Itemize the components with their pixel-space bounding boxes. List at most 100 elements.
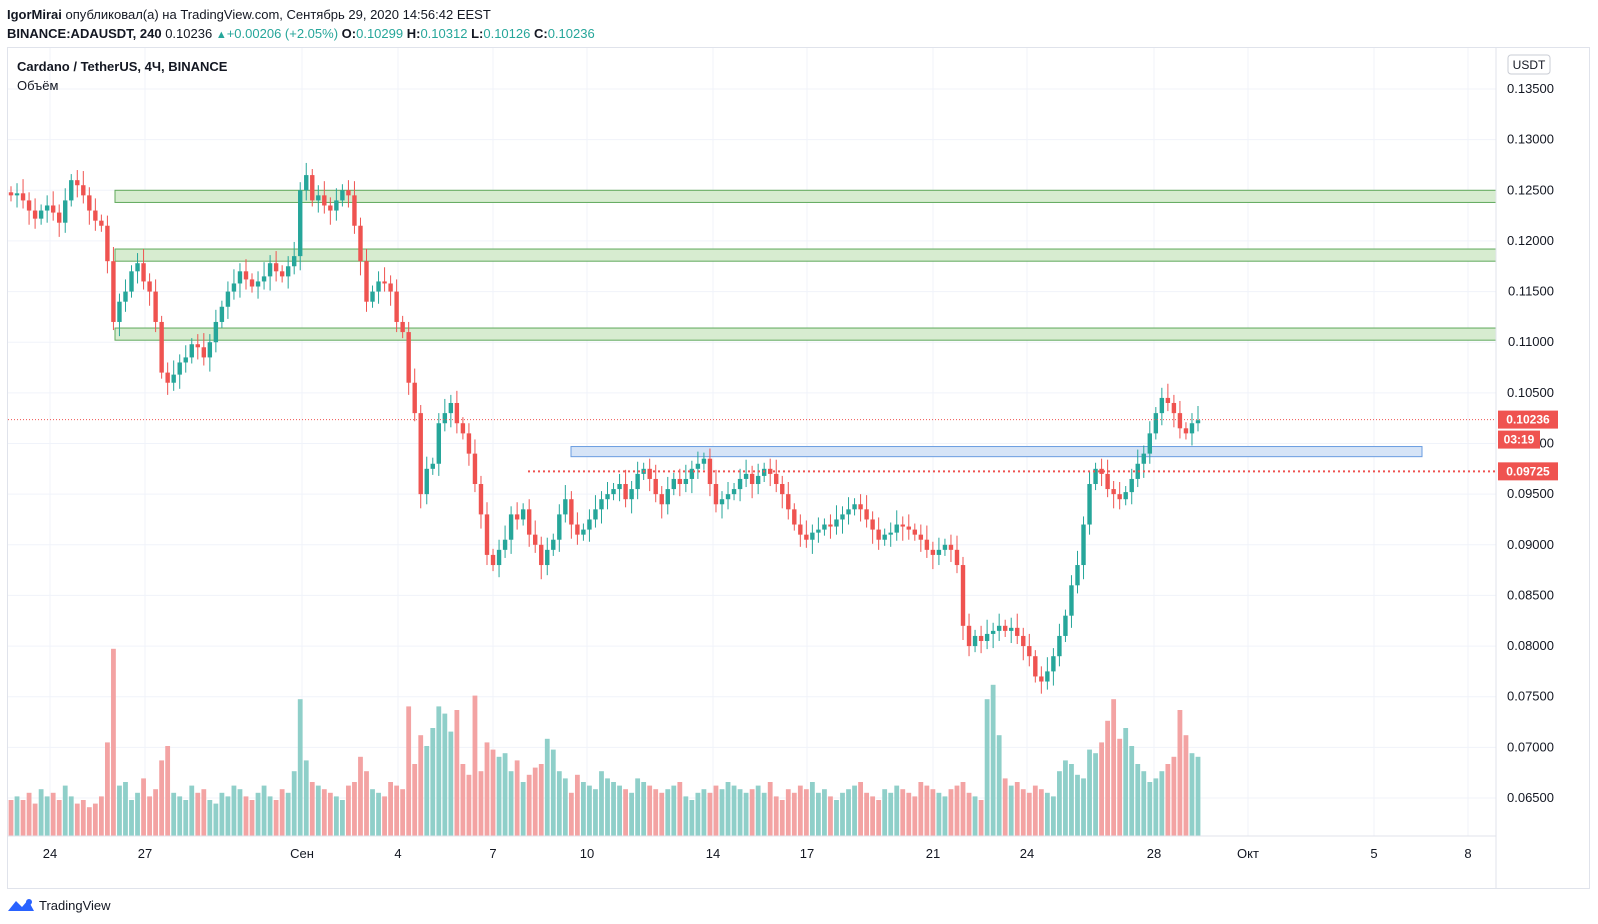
volume-bar [743, 792, 749, 836]
volume-bar [1020, 789, 1026, 836]
volume-bar [1105, 720, 1111, 836]
volume-bar [62, 785, 68, 836]
volume-bar [309, 782, 315, 836]
candle-body [44, 205, 50, 211]
volume-bar [1099, 742, 1104, 836]
volume-bar [677, 782, 683, 836]
candle-body [364, 261, 369, 302]
candle-body [984, 633, 990, 642]
candle-body [376, 281, 381, 292]
candle-body [249, 279, 255, 287]
volume-bar [713, 785, 719, 836]
volume-bar [960, 782, 966, 836]
y-tick-label: 0.06500 [1507, 790, 1554, 805]
volume-bar [424, 746, 430, 836]
candle-body [201, 347, 207, 358]
volume-bar [659, 792, 665, 836]
tradingview-logo[interactable]: TradingView [7, 897, 111, 913]
candle-body [370, 291, 375, 302]
volume-bar [56, 800, 62, 836]
candle-body [225, 291, 231, 307]
x-tick-label: 10 [580, 846, 594, 861]
price-chart[interactable]: 0.13500 0.13000 0.12500 0.12000 0.11500 0.110… [8, 48, 1589, 888]
y-tick-label: 0.13500 [1507, 81, 1554, 96]
candle-body [918, 534, 924, 540]
candle-body [346, 190, 351, 196]
candle-body [689, 468, 695, 479]
candle-body [1153, 413, 1159, 434]
candle-body [551, 539, 556, 550]
volume-bar [484, 742, 490, 836]
volume-bar [1026, 792, 1032, 836]
x-tick-label: 14 [706, 846, 720, 861]
candle-body [111, 261, 116, 322]
candle-body [298, 190, 303, 257]
candle-body [719, 499, 725, 505]
author-name[interactable]: IgorMirai [7, 7, 62, 22]
volume-bar [755, 785, 761, 836]
candle-body [930, 549, 936, 555]
volume-bar [1177, 710, 1183, 836]
volume-bar [231, 785, 237, 836]
volume-bar [581, 782, 586, 836]
volume-bar [629, 792, 635, 836]
volume-bar [966, 792, 972, 836]
volume-bar [237, 789, 243, 836]
candle-body [539, 544, 544, 566]
volume-bar [779, 800, 785, 836]
volume-bar [828, 796, 833, 836]
volume-bar [153, 789, 159, 836]
candle-body [195, 344, 200, 348]
candle-body [502, 539, 508, 550]
candle-body [575, 524, 580, 535]
candle-body [972, 635, 978, 647]
volume-bar [418, 735, 424, 836]
volume-bar [243, 796, 249, 836]
candle-body [1147, 433, 1152, 454]
volume-bar [1129, 746, 1135, 836]
candle-body [1177, 413, 1183, 429]
volume-bar [177, 796, 183, 836]
candle-body [792, 509, 797, 525]
candle-body [267, 263, 273, 277]
volume-bar [894, 785, 900, 836]
volume-bar [1183, 735, 1189, 836]
x-tick-label: 24 [43, 846, 57, 861]
volume-bar [388, 782, 393, 836]
chart-frame[interactable]: 0.13500 0.13000 0.12500 0.12000 0.11500 0.110… [7, 47, 1590, 889]
candle-body [400, 321, 405, 333]
candle-body [448, 402, 454, 414]
candle-body [57, 212, 62, 223]
candle-body [617, 484, 622, 490]
x-tick-label: Сен [290, 846, 314, 861]
candle-body [412, 382, 417, 414]
candle-body [1129, 478, 1134, 493]
candle-body [189, 344, 194, 358]
x-tick-label: 17 [800, 846, 814, 861]
candle-body [864, 509, 869, 520]
volume-bar [562, 778, 568, 836]
resistance-zone [114, 327, 1497, 341]
tradingview-logo-icon [8, 899, 34, 911]
candle-body [1081, 524, 1086, 566]
last-price: 0.10236 [165, 26, 213, 41]
candle-body [177, 362, 182, 375]
volume-bar [123, 782, 128, 836]
candle-body [906, 526, 911, 530]
candle-body [810, 532, 815, 540]
volume-bar [38, 789, 44, 836]
candle-body [1039, 676, 1044, 682]
volume-bar [1032, 785, 1038, 836]
candle-body [219, 306, 225, 322]
volume-bar [460, 764, 466, 836]
candle-body [846, 509, 851, 515]
volume-bar [948, 789, 954, 836]
candle-body [701, 458, 707, 464]
candle-body [1015, 627, 1020, 636]
volume-bar [1002, 778, 1008, 836]
volume-bar [430, 728, 436, 836]
candle-body [153, 291, 158, 322]
volume-bar [852, 785, 857, 836]
volume-bar [538, 764, 544, 836]
countdown-tag-bg [1498, 430, 1540, 449]
